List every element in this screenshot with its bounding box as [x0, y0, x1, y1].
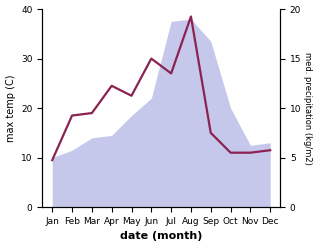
Y-axis label: med. precipitation (kg/m2): med. precipitation (kg/m2)	[303, 52, 313, 165]
Y-axis label: max temp (C): max temp (C)	[5, 74, 16, 142]
X-axis label: date (month): date (month)	[120, 231, 203, 242]
